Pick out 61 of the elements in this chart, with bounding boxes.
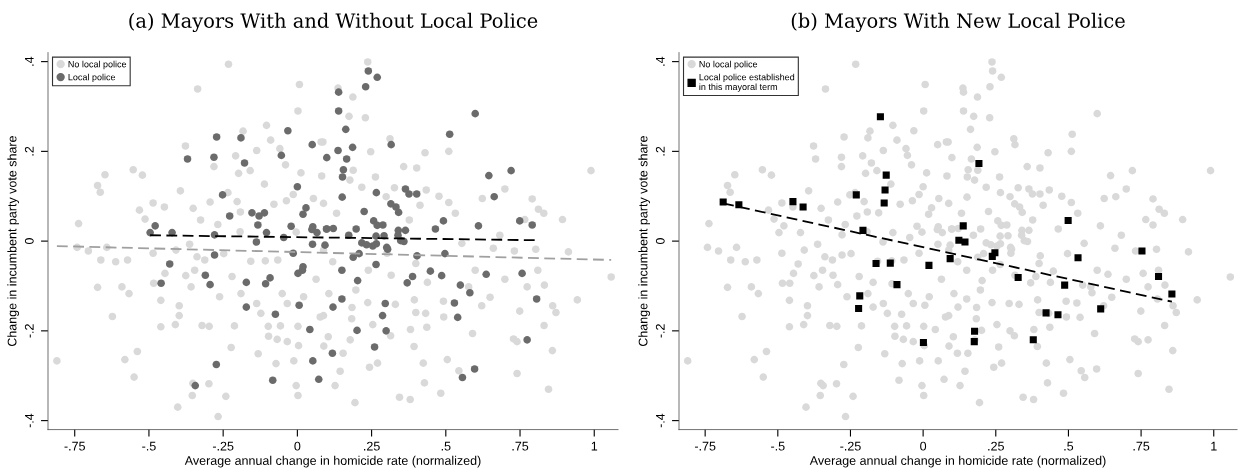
point xyxy=(1061,281,1069,289)
legend-label: Local police established in this mayoral term xyxy=(699,73,795,92)
point xyxy=(1064,216,1072,225)
point xyxy=(1138,247,1146,255)
x-tick-label: 1 xyxy=(591,441,598,451)
point xyxy=(859,226,867,234)
y-tick-label: .2 xyxy=(24,146,34,156)
x-tick-label: .5 xyxy=(1064,441,1074,451)
point xyxy=(855,304,863,312)
x-tick-label: 0 xyxy=(294,441,301,451)
legend-label: Local police xyxy=(68,73,116,83)
x-tick-label: -.75 xyxy=(694,441,716,451)
y-tick-label: -.4 xyxy=(656,413,665,428)
x-tick-label: 0 xyxy=(920,441,927,451)
point xyxy=(893,281,901,289)
x-tick-label: .75 xyxy=(512,441,529,451)
y-tick-label: .2 xyxy=(655,146,665,156)
chart-title: (a) Mayors With and Without Local Police xyxy=(129,12,538,32)
legend-label: No local police xyxy=(68,60,127,70)
x-tick-label: .25 xyxy=(364,441,380,451)
point xyxy=(1154,273,1163,281)
point xyxy=(925,261,933,269)
x-axis-title: Average annual change in homicide rate (normalized) xyxy=(809,455,1106,468)
point xyxy=(799,203,807,211)
point xyxy=(975,159,983,168)
y-tick-label: -.2 xyxy=(655,324,665,338)
y-axis-title: Change in incumbent party vote share xyxy=(638,136,650,347)
x-axis-title: Average annual change in homicide rate (normalized) xyxy=(184,455,481,468)
x-tick-label: -.5 xyxy=(771,441,785,451)
point xyxy=(1097,305,1105,313)
point xyxy=(876,113,884,121)
point xyxy=(1029,336,1037,344)
x-tick-label: .25 xyxy=(988,441,1004,451)
point xyxy=(1074,254,1082,262)
point xyxy=(961,238,969,246)
y-tick-label: .4 xyxy=(25,56,34,66)
point xyxy=(880,199,888,207)
chart-title: (b) Mayors With New Local Police xyxy=(791,12,1125,32)
y-axis-title: Change in incumbent party vote share xyxy=(7,136,19,347)
y-tick-label: -.2 xyxy=(24,324,34,338)
point xyxy=(971,327,979,335)
point xyxy=(881,186,889,194)
point xyxy=(789,198,797,206)
y-tick-label: .4 xyxy=(656,56,665,66)
point xyxy=(856,292,864,300)
x-tick-label: -.5 xyxy=(142,441,156,451)
point xyxy=(1168,290,1176,298)
x-tick-label: 1 xyxy=(1211,441,1217,451)
point xyxy=(1054,311,1062,319)
point xyxy=(946,255,954,263)
x-tick-label: -.75 xyxy=(64,441,85,451)
y-tick-label: 0 xyxy=(655,238,665,245)
point xyxy=(959,222,967,230)
x-tick-label: -.25 xyxy=(840,441,861,451)
x-tick-label: .75 xyxy=(1133,441,1150,451)
x-tick-label: -.25 xyxy=(212,441,234,451)
x-tick-label: .5 xyxy=(441,441,451,451)
legend-label: No local police xyxy=(699,60,758,70)
y-tick-label: 0 xyxy=(24,238,34,245)
y-tick-label: -.4 xyxy=(25,413,34,428)
point xyxy=(882,171,890,179)
